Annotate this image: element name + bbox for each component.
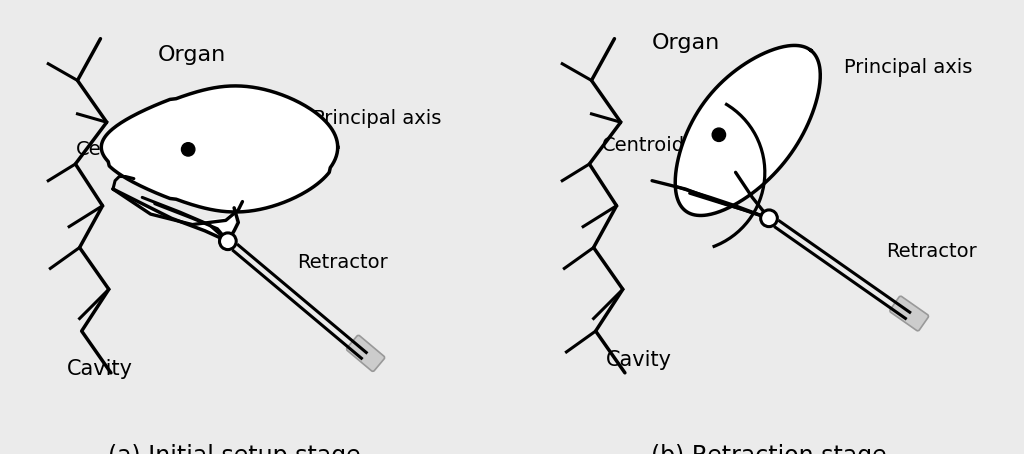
Text: Principal axis: Principal axis [313,109,441,128]
Polygon shape [675,45,820,216]
Text: Retractor: Retractor [886,242,977,261]
Text: Organ: Organ [159,45,226,65]
Text: Cavity: Cavity [606,350,672,370]
Polygon shape [113,189,239,241]
Circle shape [713,128,726,142]
Text: (b) Retraction stage: (b) Retraction stage [651,444,887,454]
Circle shape [761,210,777,227]
Text: Retractor: Retractor [297,252,387,271]
Polygon shape [101,86,338,212]
Text: Centroid: Centroid [602,136,685,155]
Text: Principal axis: Principal axis [844,59,973,78]
Text: (a) Initial setup stage: (a) Initial setup stage [108,444,360,454]
Circle shape [181,143,195,156]
Text: Organ: Organ [651,33,720,53]
Text: Cavity: Cavity [67,359,133,379]
Circle shape [219,233,237,250]
Text: Centroid: Centroid [76,140,159,159]
FancyBboxPatch shape [346,336,385,371]
FancyBboxPatch shape [890,296,929,331]
